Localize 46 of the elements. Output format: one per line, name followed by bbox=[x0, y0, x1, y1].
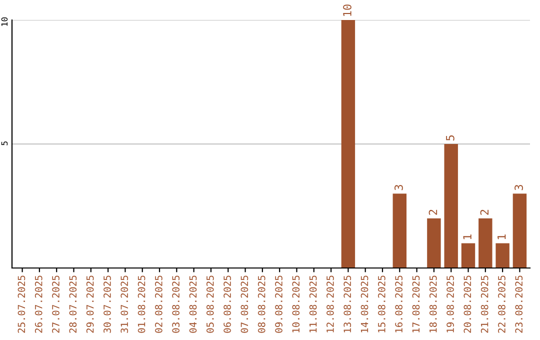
x-tick-label: 21.08.2025 bbox=[480, 276, 488, 333]
x-tick-label: 13.08.2025 bbox=[344, 276, 352, 332]
x-tick-label: 17.08.2025 bbox=[412, 276, 420, 332]
bar bbox=[341, 20, 356, 268]
x-tick-label: 16.08.2025 bbox=[395, 276, 402, 332]
bar bbox=[392, 194, 407, 268]
x-tick-label: 12.08.2025 bbox=[326, 276, 334, 332]
x-tick-label: 08.08.2025 bbox=[258, 276, 266, 333]
x-tick-label: 15.08.2025 bbox=[378, 276, 386, 332]
x-tick-label: 28.07.2025 bbox=[69, 276, 77, 333]
x-tick-label: 20.08.2025 bbox=[464, 276, 472, 333]
x-tick-label: 11.08.2025 bbox=[309, 276, 317, 332]
x-tick-label: 05.08.2025 bbox=[206, 276, 214, 333]
data-label: 1 bbox=[463, 234, 472, 240]
data-label: 5 bbox=[446, 135, 454, 140]
x-tick-label: 04.08.2025 bbox=[189, 276, 197, 333]
x-tick-label: 30.07.2025 bbox=[104, 276, 111, 333]
x-tick-label: 06.08.2025 bbox=[224, 276, 231, 333]
x-tick-label: 02.08.2025 bbox=[155, 276, 162, 333]
x-tick-label: 14.08.2025 bbox=[360, 276, 368, 332]
data-label: 3 bbox=[394, 184, 403, 190]
x-tick-label: 10.08.2025 bbox=[292, 276, 300, 332]
x-tick-label: 31.07.2025 bbox=[120, 276, 128, 333]
x-tick-label: 25.07.2025 bbox=[18, 276, 26, 333]
x-tick-label: 09.08.2025 bbox=[275, 276, 282, 333]
x-tick-label: 29.07.2025 bbox=[86, 276, 94, 333]
data-label: 3 bbox=[514, 184, 523, 190]
x-tick-label: 18.08.2025 bbox=[429, 276, 437, 332]
bar bbox=[461, 243, 476, 268]
x-tick-label: 19.08.2025 bbox=[446, 276, 454, 332]
bar bbox=[496, 243, 510, 268]
x-tick-label: 07.08.2025 bbox=[240, 276, 248, 333]
x-tick-label: 01.08.2025 bbox=[138, 276, 146, 333]
x-tick-label: 03.08.2025 bbox=[172, 276, 180, 333]
data-label: 2 bbox=[428, 210, 438, 215]
bar bbox=[512, 194, 527, 268]
x-tick-label: 26.07.2025 bbox=[34, 276, 42, 333]
x-tick-label: 22.08.2025 bbox=[498, 276, 506, 333]
data-label: 2 bbox=[480, 210, 488, 215]
x-tick-label: 23.08.2025 bbox=[515, 276, 523, 333]
data-label: 10 bbox=[343, 4, 352, 16]
bar bbox=[478, 218, 492, 268]
bar bbox=[444, 144, 458, 268]
bar bbox=[427, 218, 441, 268]
data-label: 1 bbox=[498, 234, 506, 240]
x-tick-label: 27.07.2025 bbox=[52, 276, 60, 333]
